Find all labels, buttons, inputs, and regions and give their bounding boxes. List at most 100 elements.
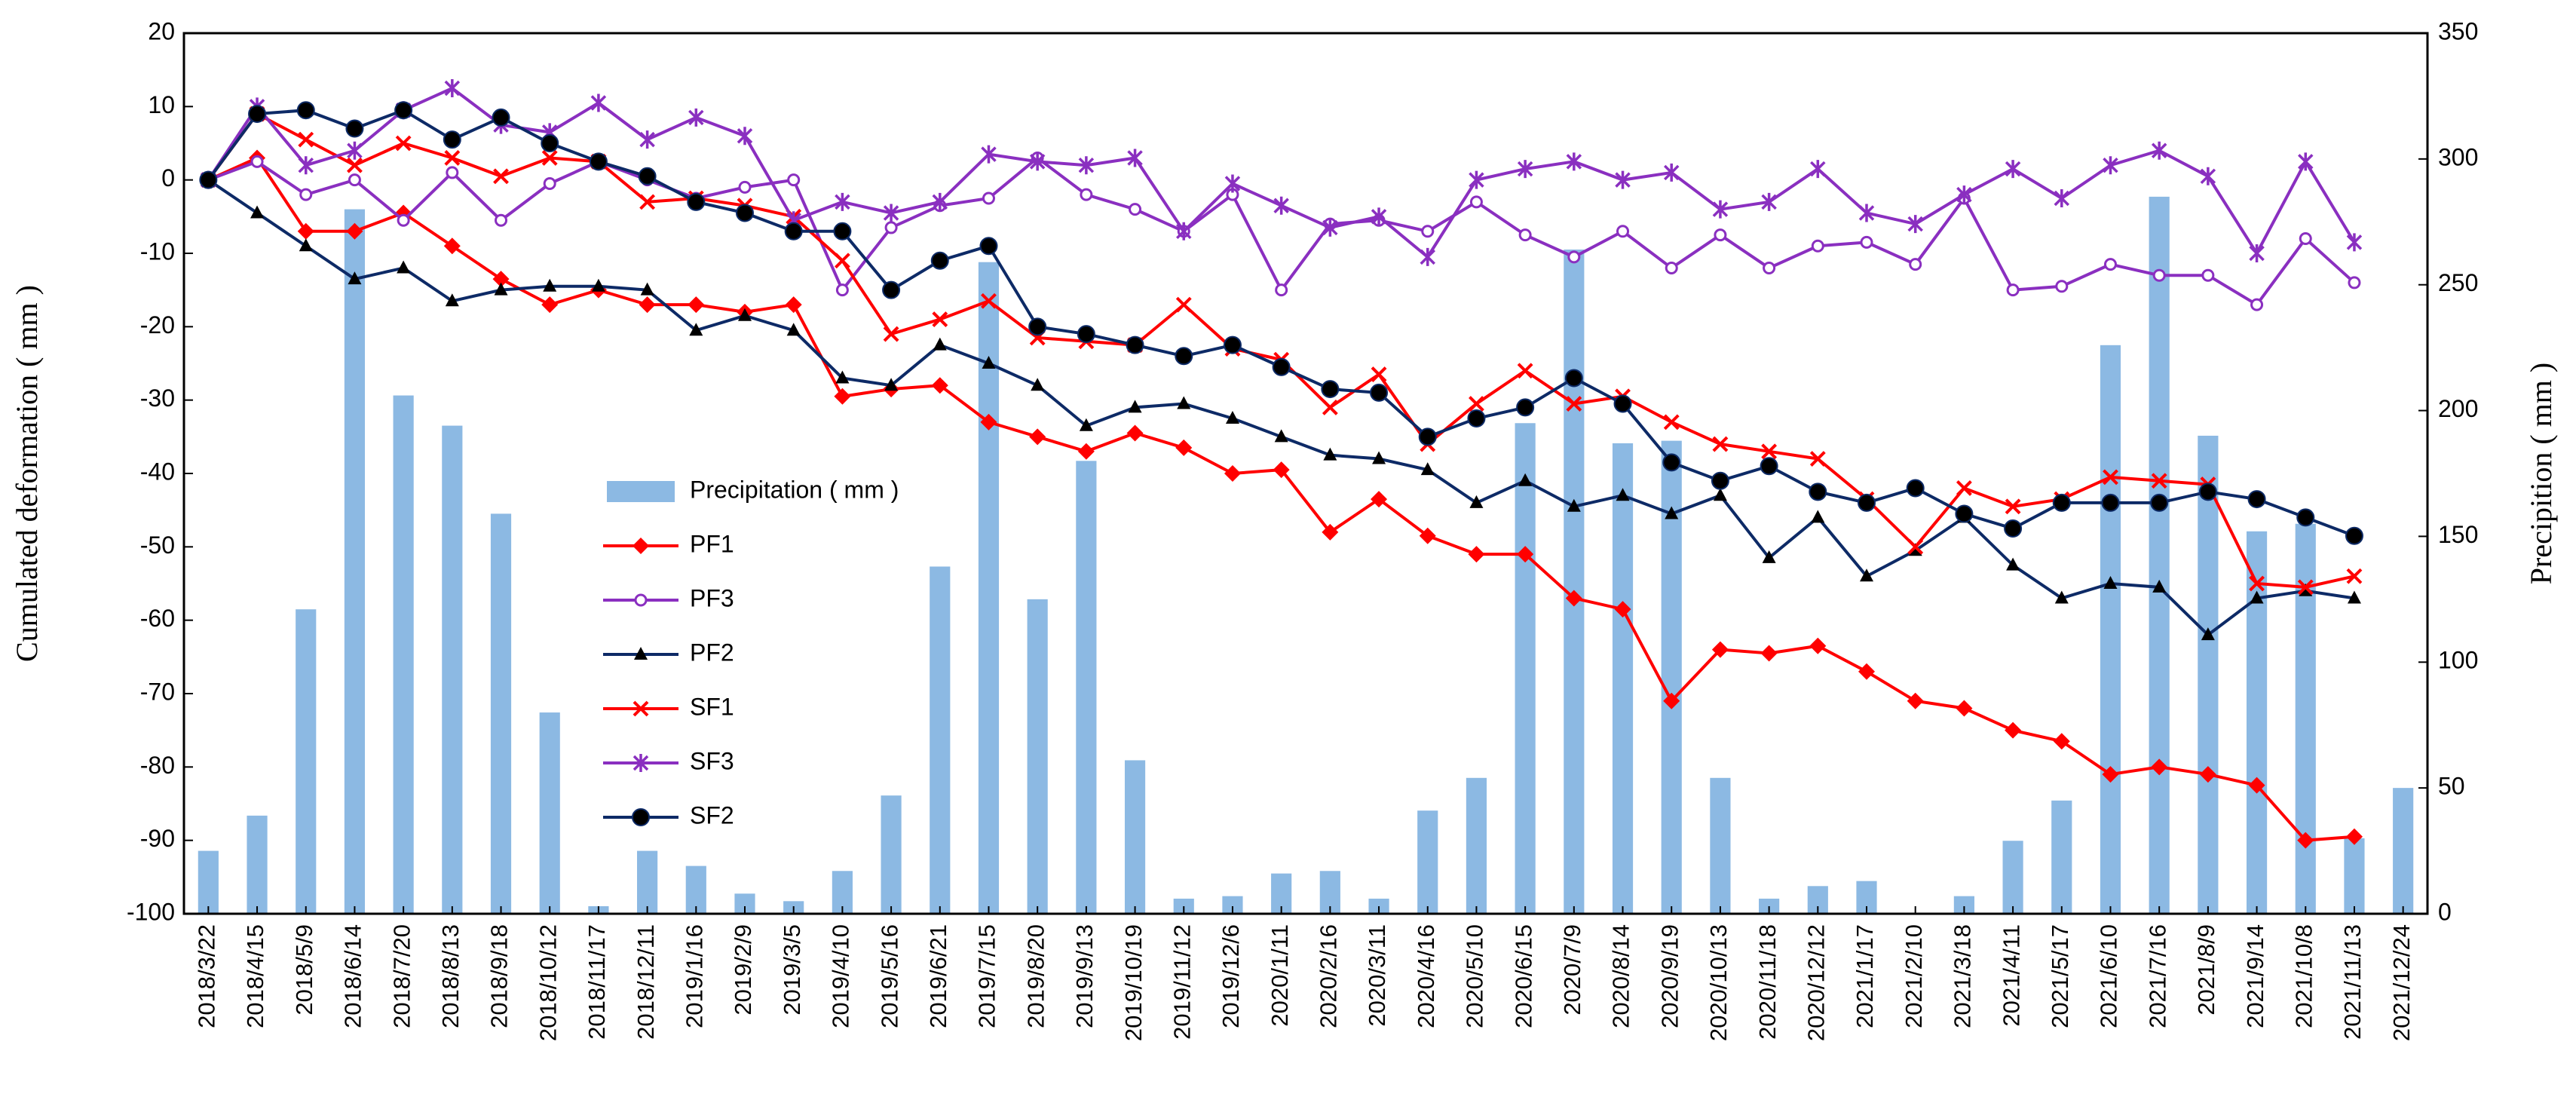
marker: [397, 260, 411, 274]
bar: [1953, 896, 1974, 914]
marker: [2103, 258, 2117, 271]
x-tick-label: 2020/2/16: [1316, 924, 1342, 1028]
x-tick-label: 2019/10/19: [1120, 924, 1147, 1041]
y-tick-label: 10: [148, 91, 175, 118]
x-tick-label: 2021/1/17: [1852, 924, 1878, 1028]
marker: [1811, 239, 1824, 253]
marker: [297, 222, 314, 240]
marker: [1517, 160, 1533, 179]
line: [207, 179, 2355, 637]
bar: [2100, 345, 2121, 914]
bar: [1564, 249, 1585, 915]
bar: [978, 262, 1000, 914]
marker: [2055, 280, 2069, 293]
marker: [2250, 298, 2264, 311]
marker: [1906, 479, 1925, 498]
marker: [738, 308, 752, 321]
marker: [639, 296, 656, 314]
x-tick-label: 2021/4/11: [1998, 924, 2024, 1027]
marker: [639, 130, 655, 149]
marker: [785, 296, 802, 314]
marker: [541, 296, 559, 314]
marker: [1714, 228, 1727, 242]
x-tick-label: 2018/3/22: [194, 924, 220, 1028]
bar: [296, 609, 317, 914]
marker: [1468, 546, 1485, 563]
marker: [1761, 192, 1777, 211]
marker: [1080, 188, 1093, 201]
x-tick-label: 2019/3/5: [779, 924, 805, 1016]
marker: [1029, 428, 1046, 446]
marker: [1662, 453, 1681, 472]
marker: [1956, 480, 1972, 496]
marker: [1907, 538, 1924, 555]
marker: [2247, 490, 2266, 509]
marker: [834, 253, 850, 269]
line: [207, 86, 2356, 259]
x-tick-label: 2021/11/13: [2339, 924, 2366, 1040]
marker: [1128, 400, 1142, 413]
marker: [1663, 163, 1680, 182]
marker: [834, 388, 851, 405]
marker: [1418, 427, 1437, 446]
marker: [2345, 828, 2363, 845]
legend-label: SF1: [690, 693, 734, 720]
marker: [1421, 225, 1435, 238]
marker: [1371, 207, 1387, 226]
marker: [930, 251, 949, 270]
legend-label: PF3: [690, 584, 734, 611]
marker: [2152, 579, 2167, 593]
marker: [1469, 170, 1484, 189]
marker: [632, 808, 650, 826]
marker: [2054, 590, 2069, 604]
x-tick-label: 2018/12/11: [633, 924, 659, 1040]
bar: [637, 850, 658, 914]
bar: [442, 425, 463, 914]
marker: [1420, 247, 1435, 266]
marker: [299, 238, 313, 252]
marker: [1078, 156, 1095, 175]
marker: [346, 222, 363, 240]
marker: [495, 213, 508, 227]
x-tick-label: 2021/7/16: [2144, 924, 2170, 1028]
bar: [1466, 777, 1487, 914]
line: [207, 155, 2355, 842]
y-axis-title: Cumulated deformation ( mm ): [10, 285, 44, 662]
marker: [2198, 483, 2217, 501]
marker: [931, 377, 948, 394]
marker: [494, 282, 508, 296]
marker: [1469, 495, 1484, 508]
marker: [883, 204, 899, 222]
legend-label: SF2: [690, 801, 734, 829]
y2-axis-title: Precipition ( mm ): [2524, 363, 2558, 584]
marker: [932, 192, 948, 211]
marker: [634, 647, 648, 660]
marker: [1567, 498, 1581, 512]
marker: [445, 293, 459, 307]
marker: [981, 293, 997, 309]
marker: [1907, 215, 1923, 234]
marker: [1469, 195, 1483, 209]
marker: [1028, 317, 1047, 336]
bar: [1612, 443, 1634, 914]
x-tick-label: 2020/4/16: [1413, 924, 1439, 1028]
marker: [250, 205, 265, 219]
bar: [2051, 800, 2072, 914]
marker: [347, 157, 363, 173]
x-tick-label: 2018/9/18: [486, 924, 513, 1028]
marker: [1518, 473, 1533, 486]
marker: [1616, 225, 1630, 238]
y2-tick-label: 0: [2438, 898, 2452, 925]
x-tick-label: 2021/12/24: [2388, 924, 2415, 1041]
marker: [1469, 396, 1484, 412]
marker: [589, 152, 608, 171]
bar: [2295, 523, 2316, 914]
marker: [2199, 766, 2216, 783]
x-tick-label: 2021/3/18: [1950, 924, 1976, 1028]
marker: [633, 538, 649, 554]
marker: [492, 271, 510, 288]
marker: [835, 192, 850, 211]
marker: [2151, 473, 2167, 489]
x-tick-label: 2020/9/19: [1656, 924, 1683, 1028]
marker: [1077, 443, 1095, 460]
